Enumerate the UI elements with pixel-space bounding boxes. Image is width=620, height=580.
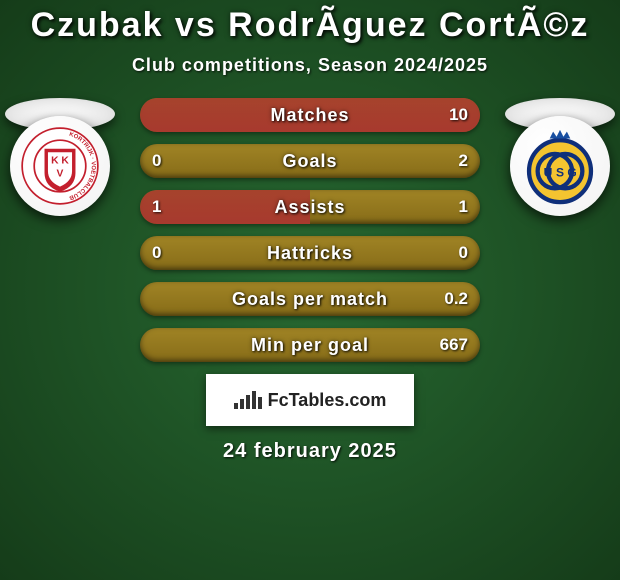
watermark-bars-icon xyxy=(234,391,262,409)
stat-value-right: 1 xyxy=(459,197,468,217)
stat-row: Goals per match 0.2 xyxy=(140,282,480,316)
left-team-crest: KORTRIJK · VOETBALCLUB K K V xyxy=(10,116,110,216)
right-team-crest: U S G xyxy=(510,116,610,216)
stat-value-right: 667 xyxy=(440,335,468,355)
stat-row: 0 Hattricks 0 xyxy=(140,236,480,270)
right-crest-svg: U S G xyxy=(517,123,603,209)
svg-text:V: V xyxy=(57,168,64,179)
stat-label: Goals per match xyxy=(232,289,388,310)
stat-label: Min per goal xyxy=(251,335,369,356)
comparison-layout: KORTRIJK · VOETBALCLUB K K V U xyxy=(0,98,620,362)
stat-value-right: 2 xyxy=(459,151,468,171)
stat-row: 1 Assists 1 xyxy=(140,190,480,224)
watermark-text: FcTables.com xyxy=(268,390,387,411)
stat-label: Matches xyxy=(270,105,349,126)
stat-value-right: 0.2 xyxy=(444,289,468,309)
svg-text:G: G xyxy=(567,165,576,179)
stat-label: Goals xyxy=(282,151,337,172)
stat-value-left: 0 xyxy=(152,243,161,263)
left-team-column: KORTRIJK · VOETBALCLUB K K V xyxy=(0,98,120,216)
stat-row: Min per goal 667 xyxy=(140,328,480,362)
stat-value-left: 0 xyxy=(152,151,161,171)
svg-text:K K: K K xyxy=(51,155,69,166)
page-title: Czubak vs RodrÃ­guez CortÃ©z xyxy=(0,6,620,45)
stat-value-right: 10 xyxy=(449,105,468,125)
stat-label: Hattricks xyxy=(267,243,353,264)
stat-value-left: 1 xyxy=(152,197,161,217)
stat-row: 0 Goals 2 xyxy=(140,144,480,178)
right-team-column: U S G xyxy=(500,98,620,216)
svg-text:U: U xyxy=(544,165,553,179)
left-crest-svg: KORTRIJK · VOETBALCLUB K K V xyxy=(17,123,103,209)
page: Czubak vs RodrÃ­guez CortÃ©z Club compet… xyxy=(0,0,620,463)
stat-row: Matches 10 xyxy=(140,98,480,132)
stats-table: Matches100Goals21Assists10Hattricks0Goal… xyxy=(140,98,480,362)
footer-date: 24 february 2025 xyxy=(0,440,620,463)
svg-text:S: S xyxy=(556,165,564,179)
stat-value-right: 0 xyxy=(459,243,468,263)
stat-label: Assists xyxy=(274,197,345,218)
watermark: FcTables.com xyxy=(206,374,414,426)
subtitle: Club competitions, Season 2024/2025 xyxy=(0,55,620,76)
